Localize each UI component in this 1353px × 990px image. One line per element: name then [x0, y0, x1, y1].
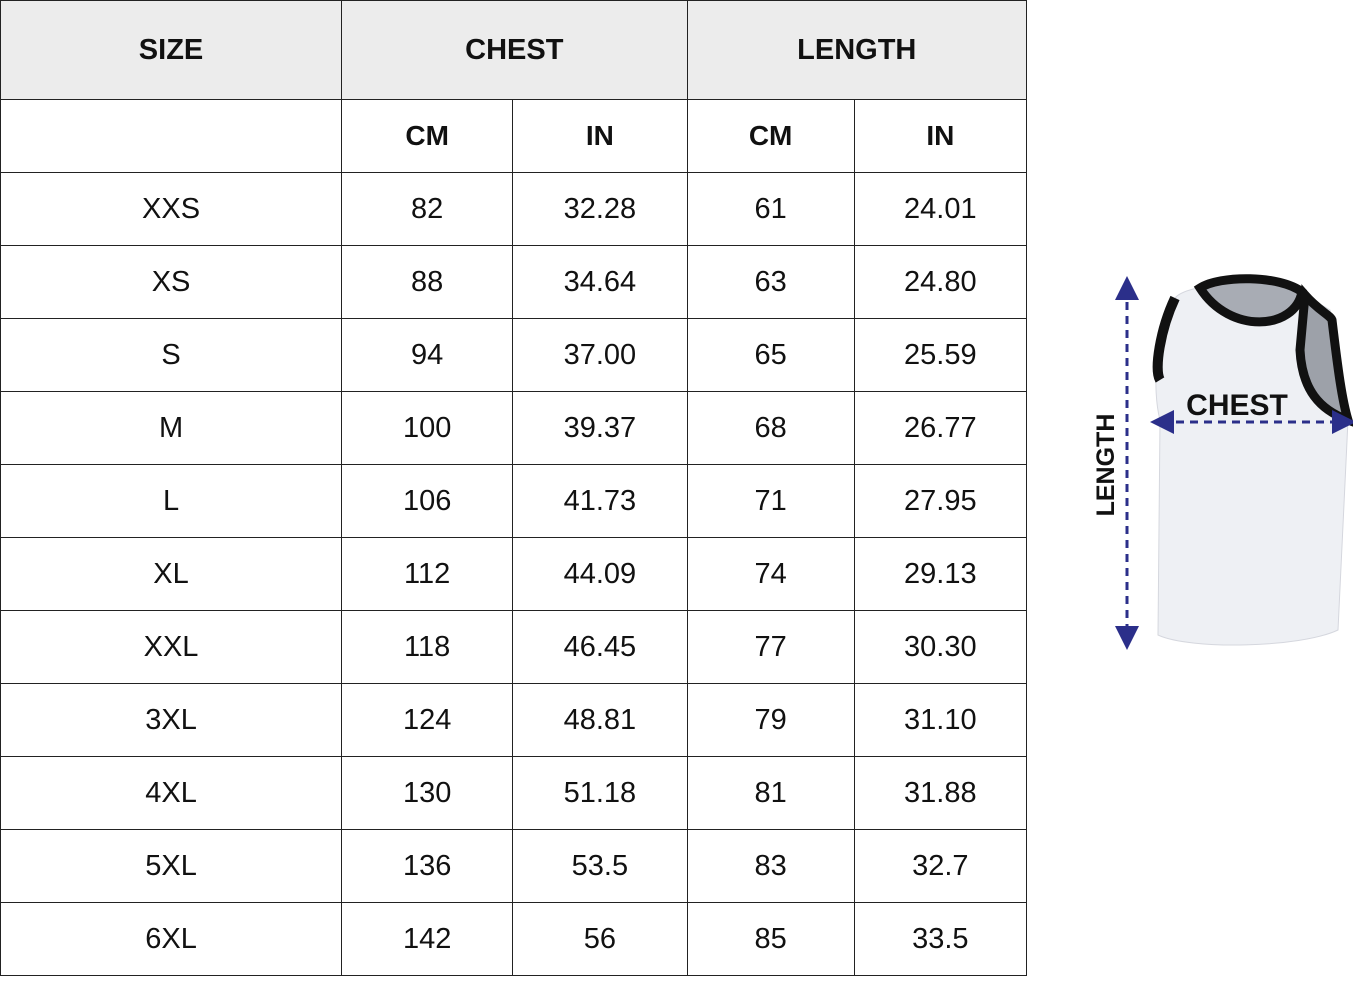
chest-in-cell: 46.45 — [512, 610, 688, 684]
chest-cm-cell: 136 — [341, 829, 514, 903]
length-cm-cell: 65 — [686, 318, 855, 392]
tank-top-icon — [1152, 274, 1353, 646]
table-row: XL 112 44.09 74 29.13 — [0, 537, 1028, 611]
chest-cm-cell: 94 — [341, 318, 514, 392]
table-row: XS 88 34.64 63 24.80 — [0, 245, 1028, 319]
chest-cm-cell: 130 — [341, 756, 514, 830]
size-header: SIZE — [0, 0, 343, 100]
size-cell: XXL — [0, 610, 343, 684]
chest-cm-header: CM — [341, 99, 514, 173]
chest-in-cell: 51.18 — [512, 756, 688, 830]
length-in-cell: 30.30 — [853, 610, 1028, 684]
chest-in-cell: 44.09 — [512, 537, 688, 611]
chest-in-cell: 41.73 — [512, 464, 688, 538]
length-cm-cell: 63 — [686, 245, 855, 319]
length-cm-cell: 71 — [686, 464, 855, 538]
chest-in-cell: 34.64 — [512, 245, 688, 319]
chest-in-cell: 56 — [512, 902, 688, 976]
unit-row: CM IN CM IN — [0, 99, 1028, 173]
length-cm-cell: 77 — [686, 610, 855, 684]
length-in-cell: 31.10 — [853, 683, 1028, 757]
table-row: 4XL 130 51.18 81 31.88 — [0, 756, 1028, 830]
length-in-cell: 26.77 — [853, 391, 1028, 465]
chest-in-cell: 39.37 — [512, 391, 688, 465]
length-cm-cell: 61 — [686, 172, 855, 246]
length-cm-cell: 85 — [686, 902, 855, 976]
length-cm-cell: 83 — [686, 829, 855, 903]
length-in-cell: 29.13 — [853, 537, 1028, 611]
table-row: S 94 37.00 65 25.59 — [0, 318, 1028, 392]
chest-header: CHEST — [341, 0, 688, 100]
chest-cm-cell: 106 — [341, 464, 514, 538]
length-cm-header: CM — [686, 99, 855, 173]
chest-cm-cell: 142 — [341, 902, 514, 976]
length-header: LENGTH — [686, 0, 1028, 100]
length-in-cell: 32.7 — [853, 829, 1028, 903]
table-row: L 106 41.73 71 27.95 — [0, 464, 1028, 538]
table-row: 6XL 142 56 85 33.5 — [0, 902, 1028, 976]
size-cell: M — [0, 391, 343, 465]
length-in-cell: 24.80 — [853, 245, 1028, 319]
table-row: M 100 39.37 68 26.77 — [0, 391, 1028, 465]
length-label: LENGTH — [1092, 414, 1120, 517]
length-in-cell: 24.01 — [853, 172, 1028, 246]
chest-in-cell: 53.5 — [512, 829, 688, 903]
length-cm-cell: 68 — [686, 391, 855, 465]
header-row: SIZE CHEST LENGTH — [0, 0, 1028, 100]
empty-cell — [0, 99, 343, 173]
size-cell: XXS — [0, 172, 343, 246]
length-in-cell: 31.88 — [853, 756, 1028, 830]
size-cell: 4XL — [0, 756, 343, 830]
size-cell: 6XL — [0, 902, 343, 976]
length-in-header: IN — [853, 99, 1028, 173]
table-row: 5XL 136 53.5 83 32.7 — [0, 829, 1028, 903]
table-row: XXS 82 32.28 61 24.01 — [0, 172, 1028, 246]
chest-cm-cell: 118 — [341, 610, 514, 684]
tank-top-diagram: CHEST LENGTH — [1092, 274, 1353, 650]
length-in-cell: 25.59 — [853, 318, 1028, 392]
chest-cm-cell: 82 — [341, 172, 514, 246]
length-cm-cell: 74 — [686, 537, 855, 611]
size-cell: 3XL — [0, 683, 343, 757]
chest-cm-cell: 112 — [341, 537, 514, 611]
table-row: 3XL 124 48.81 79 31.10 — [0, 683, 1028, 757]
chest-cm-cell: 100 — [341, 391, 514, 465]
length-cm-cell: 79 — [686, 683, 855, 757]
size-cell: 5XL — [0, 829, 343, 903]
length-in-cell: 33.5 — [853, 902, 1028, 976]
chest-in-header: IN — [512, 99, 688, 173]
size-cell: XL — [0, 537, 343, 611]
chest-in-cell: 32.28 — [512, 172, 688, 246]
chest-cm-cell: 88 — [341, 245, 514, 319]
chest-cm-cell: 124 — [341, 683, 514, 757]
size-cell: XS — [0, 245, 343, 319]
table-row: XXL 118 46.45 77 30.30 — [0, 610, 1028, 684]
size-chart-table: SIZE CHEST LENGTH CM IN CM IN XXS 82 32.28… — [0, 0, 1028, 976]
chest-in-cell: 37.00 — [512, 318, 688, 392]
chest-label: CHEST — [1186, 389, 1288, 422]
length-cm-cell: 81 — [686, 756, 855, 830]
chest-in-cell: 48.81 — [512, 683, 688, 757]
length-in-cell: 27.95 — [853, 464, 1028, 538]
size-cell: S — [0, 318, 343, 392]
size-cell: L — [0, 464, 343, 538]
